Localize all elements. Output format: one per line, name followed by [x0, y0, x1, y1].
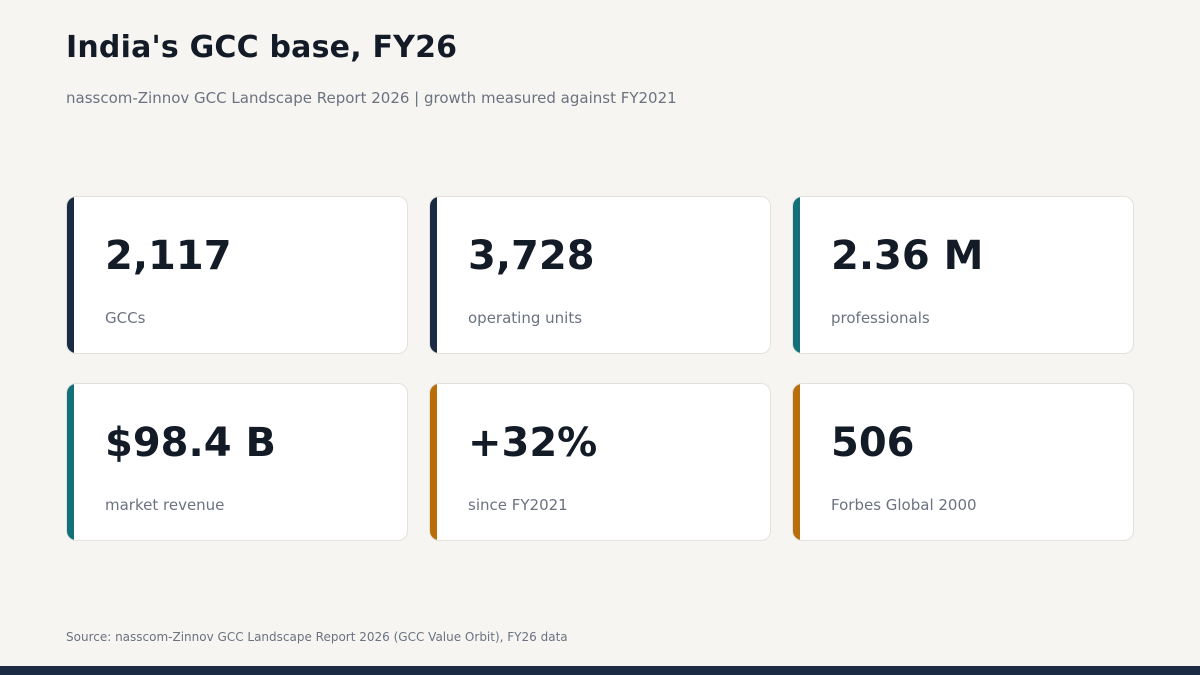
card-accent-bar — [67, 384, 74, 540]
card-accent-bar — [430, 197, 437, 353]
kpi-value: +32% — [468, 420, 598, 466]
kpi-label: professionals — [831, 309, 930, 327]
kpi-value: $98.4 B — [105, 420, 276, 466]
kpi-value: 506 — [831, 420, 915, 466]
card-accent-bar — [793, 197, 800, 353]
kpi-label: market revenue — [105, 496, 225, 514]
kpi-card-growth: +32% since FY2021 — [429, 383, 771, 541]
card-accent-bar — [430, 384, 437, 540]
kpi-card-grid: 2,117 GCCs 3,728 operating units 2.36 M … — [66, 196, 1134, 541]
kpi-card-forbes-global-2000: 506 Forbes Global 2000 — [792, 383, 1134, 541]
footer-bar — [0, 666, 1200, 675]
card-accent-bar — [67, 197, 74, 353]
kpi-label: since FY2021 — [468, 496, 568, 514]
page-title: India's GCC base, FY26 — [66, 30, 458, 65]
kpi-card-operating-units: 3,728 operating units — [429, 196, 771, 354]
kpi-value: 2.36 M — [831, 233, 984, 279]
kpi-card-gccs: 2,117 GCCs — [66, 196, 408, 354]
source-note: Source: nasscom-Zinnov GCC Landscape Rep… — [66, 630, 568, 644]
kpi-card-professionals: 2.36 M professionals — [792, 196, 1134, 354]
card-accent-bar — [793, 384, 800, 540]
kpi-value: 3,728 — [468, 233, 595, 279]
kpi-value: 2,117 — [105, 233, 232, 279]
kpi-label: Forbes Global 2000 — [831, 496, 977, 514]
kpi-label: operating units — [468, 309, 583, 327]
kpi-card-market-revenue: $98.4 B market revenue — [66, 383, 408, 541]
page-subtitle: nasscom-Zinnov GCC Landscape Report 2026… — [66, 89, 677, 107]
kpi-label: GCCs — [105, 309, 146, 327]
